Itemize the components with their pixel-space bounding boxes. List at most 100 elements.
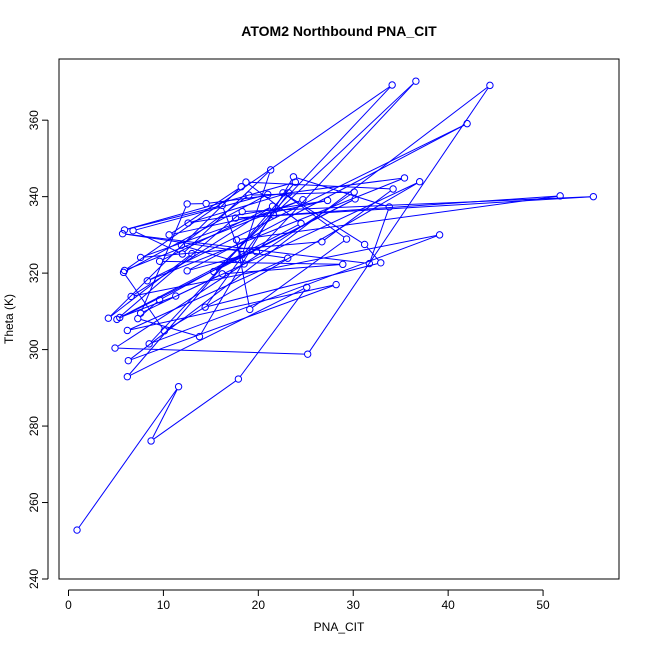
series-segment xyxy=(152,389,178,439)
series-segment xyxy=(122,296,173,317)
data-point xyxy=(240,260,248,268)
x-axis: 0 10 20 30 40 50 xyxy=(65,589,550,612)
y-tick-label: 340 xyxy=(27,186,41,206)
data-point xyxy=(284,254,292,262)
series-segment xyxy=(171,188,239,234)
data-point xyxy=(165,231,173,239)
x-tick-label: 20 xyxy=(252,598,266,612)
data-point xyxy=(289,173,298,181)
series-segment xyxy=(309,87,489,352)
data-point xyxy=(218,201,226,210)
series-segment xyxy=(130,288,304,376)
data-point xyxy=(231,214,240,222)
data-point xyxy=(237,183,245,191)
y-tick-label: 360 xyxy=(27,110,41,130)
data-point xyxy=(415,178,424,186)
y-axis-title: Theta (K) xyxy=(2,294,16,344)
data-point xyxy=(351,195,359,203)
series-segment xyxy=(131,285,334,361)
data-point xyxy=(155,296,164,304)
data-point xyxy=(120,266,129,275)
data-point xyxy=(210,267,218,276)
y-tick-label: 240 xyxy=(27,569,41,589)
series-segment xyxy=(238,196,591,219)
data-point xyxy=(104,314,113,322)
data-point xyxy=(323,196,332,205)
x-tick-label: 50 xyxy=(536,598,550,612)
data-point xyxy=(268,202,277,210)
series-segment xyxy=(252,191,351,196)
data-point xyxy=(232,236,241,244)
series-segment xyxy=(152,235,437,344)
data-point xyxy=(136,253,145,262)
series-segment xyxy=(249,181,390,190)
data-point xyxy=(218,270,226,278)
series-segment xyxy=(369,209,389,261)
data-point xyxy=(234,375,243,383)
data-point xyxy=(365,259,374,268)
data-point xyxy=(73,526,81,534)
data-point xyxy=(242,178,250,186)
y-tick-label: 260 xyxy=(27,492,41,512)
series-segment xyxy=(127,182,293,230)
series-segment xyxy=(134,235,437,297)
series-segment xyxy=(296,177,387,207)
series-segment xyxy=(258,83,414,250)
data-point xyxy=(177,241,186,249)
series-segment xyxy=(166,182,418,330)
series-segment xyxy=(117,193,352,347)
series-segment xyxy=(135,231,180,254)
data-point xyxy=(202,199,210,208)
data-point xyxy=(303,350,312,358)
series-segment xyxy=(110,255,190,317)
series-segment xyxy=(172,200,325,235)
series-segment xyxy=(239,195,557,240)
series-segment xyxy=(183,196,247,244)
data-point xyxy=(174,382,183,391)
series-segment xyxy=(125,274,163,329)
data-point xyxy=(155,257,164,265)
series-segment xyxy=(239,289,306,377)
data-point xyxy=(183,267,191,275)
x-tick-label: 40 xyxy=(441,598,455,612)
x-tick-label: 0 xyxy=(65,598,72,612)
data-point xyxy=(246,305,254,314)
series-segment xyxy=(141,206,187,311)
series-segment xyxy=(140,319,197,337)
data-point xyxy=(245,191,253,199)
data-point xyxy=(201,303,209,311)
series-segment xyxy=(225,264,340,275)
data-point xyxy=(279,189,287,197)
series-segment xyxy=(110,188,240,317)
series-segment xyxy=(208,263,378,307)
data-point xyxy=(124,356,132,365)
data-point xyxy=(178,250,187,258)
y-tick-label: 300 xyxy=(27,339,41,359)
series-segment xyxy=(127,205,220,230)
series-segment xyxy=(130,284,334,331)
series-segment xyxy=(143,274,220,313)
series-segment xyxy=(78,389,178,528)
data-point xyxy=(297,219,305,228)
series-segment xyxy=(162,260,340,265)
data-point xyxy=(145,340,153,348)
x-tick-label: 10 xyxy=(157,598,171,612)
data-point xyxy=(136,309,145,317)
data-point xyxy=(412,77,420,85)
data-point xyxy=(123,326,132,335)
series-segment xyxy=(215,216,272,270)
data-point xyxy=(188,249,196,258)
series-segment xyxy=(153,380,236,440)
series-segment xyxy=(133,207,271,296)
series-segment xyxy=(136,194,265,231)
data-point xyxy=(342,235,351,243)
data-point xyxy=(377,259,385,267)
series-segment xyxy=(252,240,345,308)
data-series xyxy=(73,77,598,534)
series-segment xyxy=(285,194,363,244)
data-point xyxy=(360,240,369,249)
data-point xyxy=(388,81,396,89)
data-point xyxy=(147,437,155,445)
series-segment xyxy=(285,194,345,238)
data-point xyxy=(389,185,397,193)
